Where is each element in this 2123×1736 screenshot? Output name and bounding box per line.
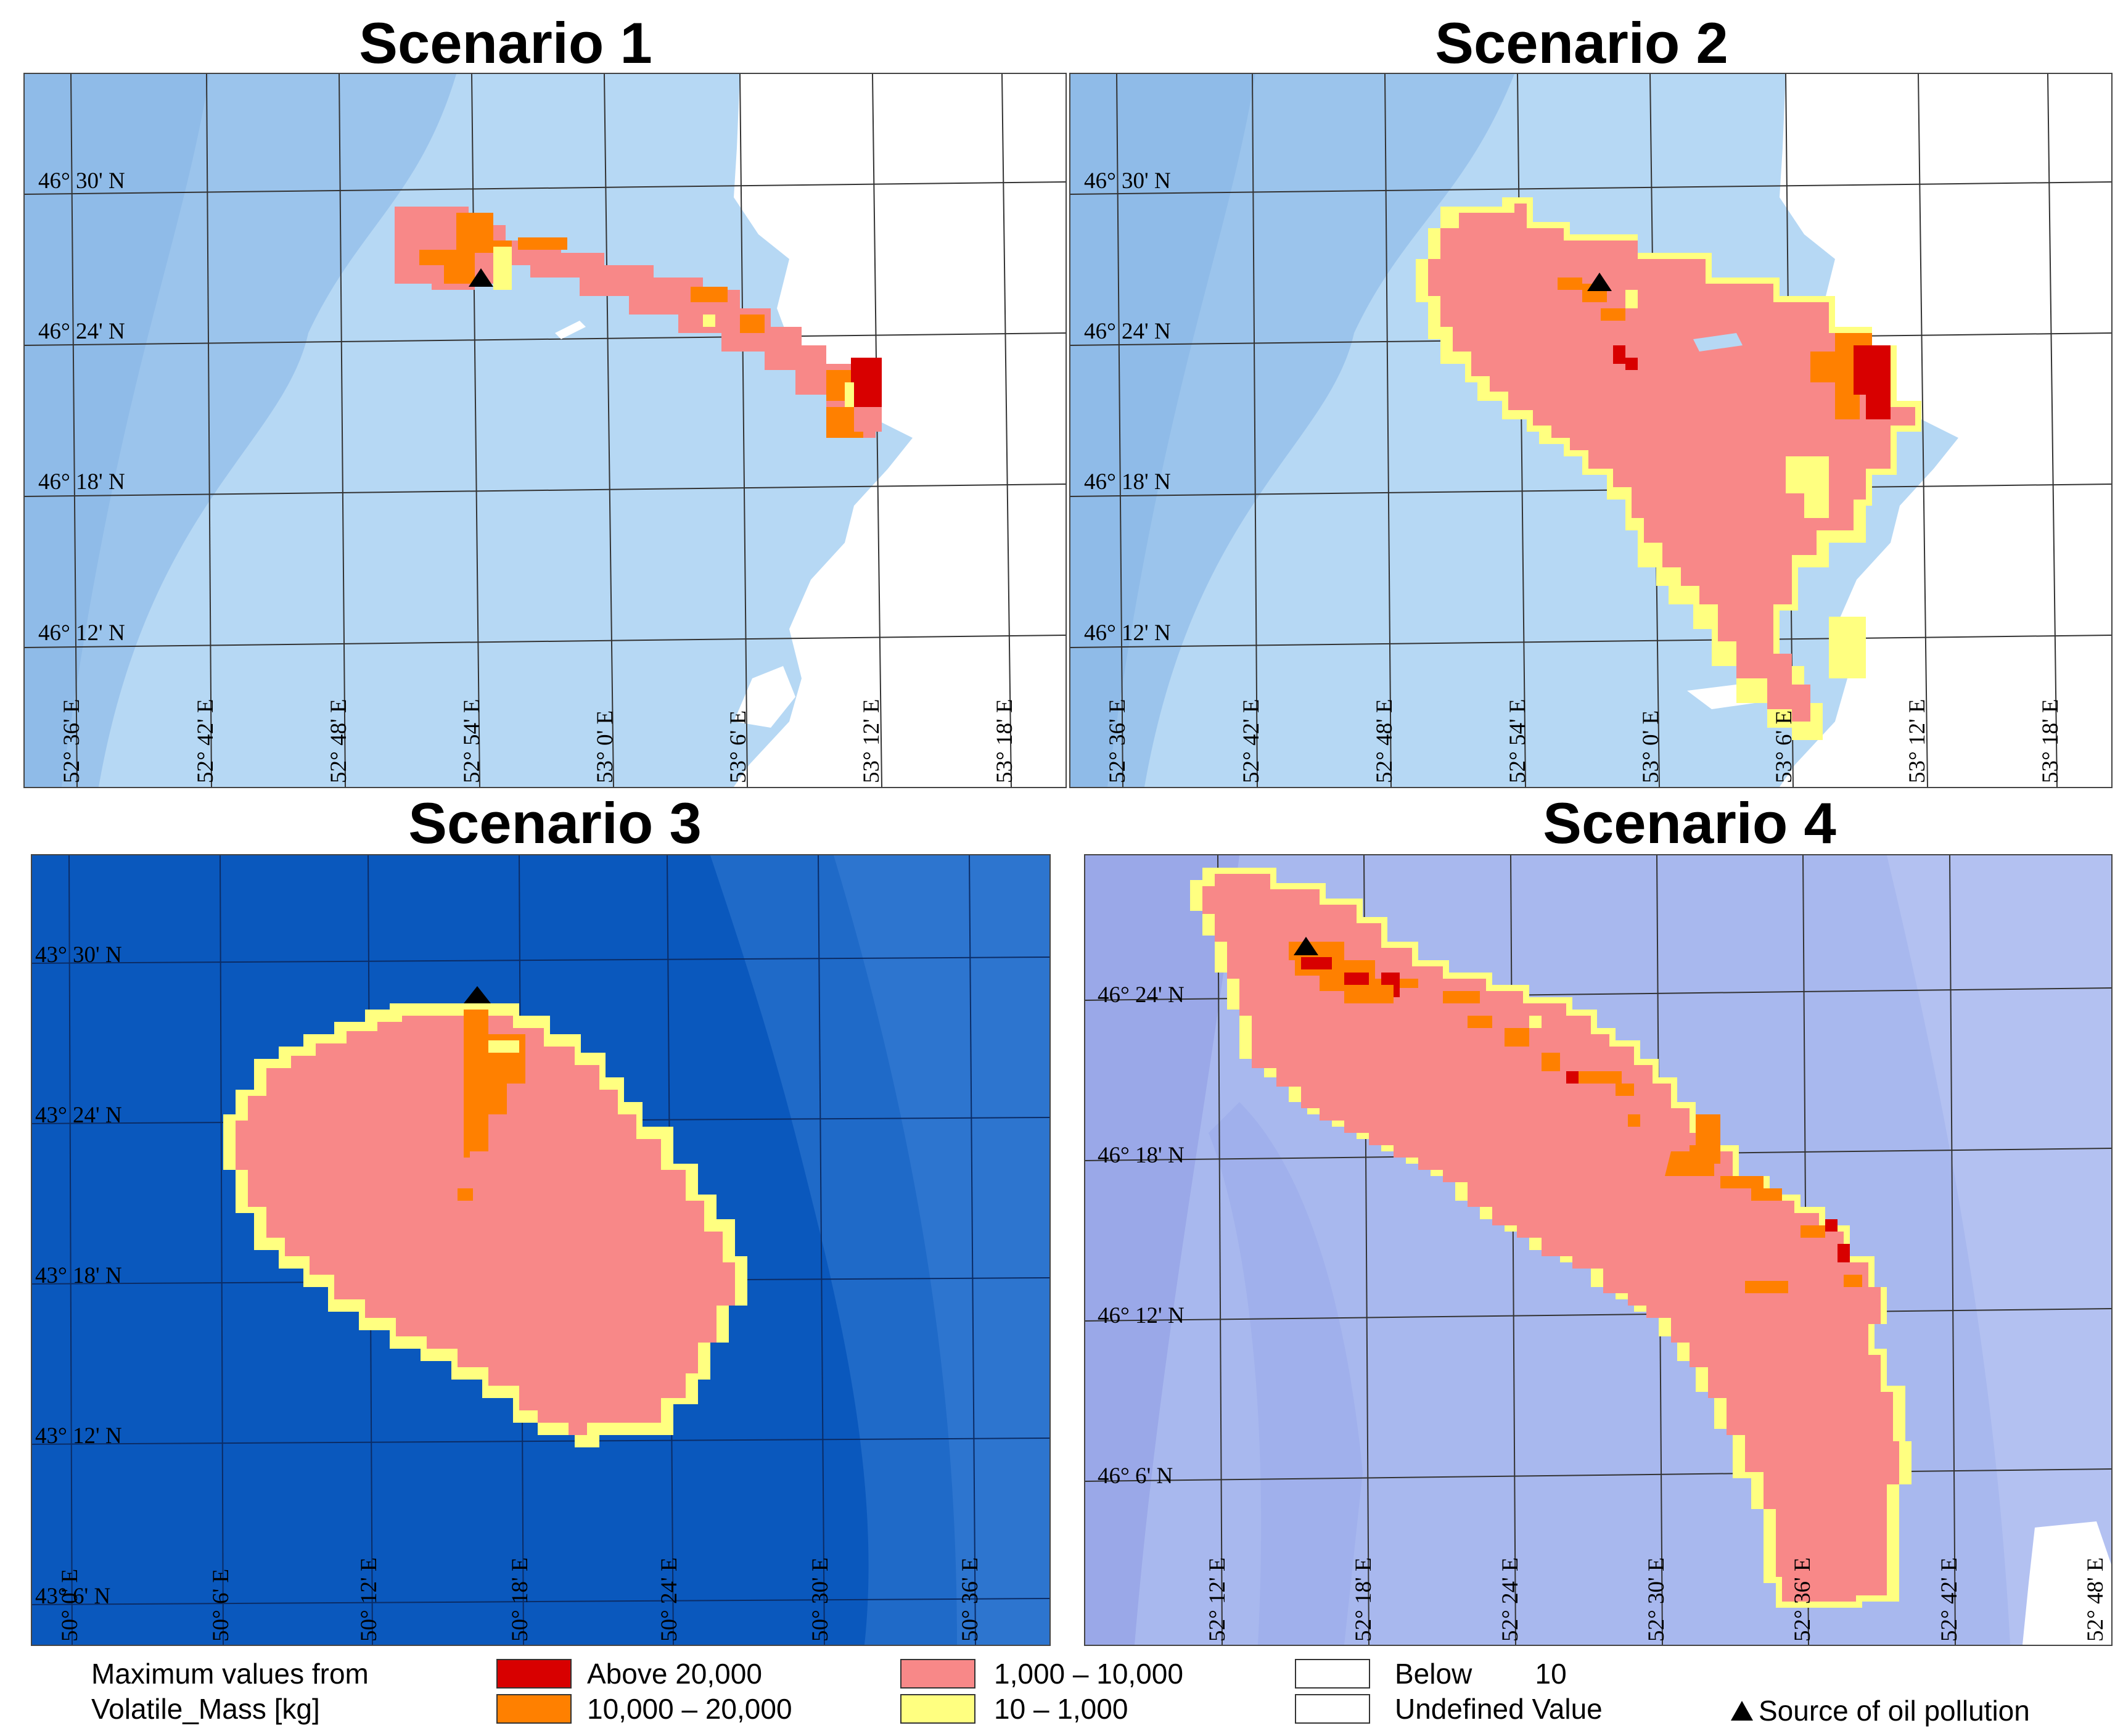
lon-label: 50° 24' E (657, 1557, 682, 1642)
lat-label: 46° 18' N (1098, 1143, 1185, 1168)
pollution-source-marker-3 (464, 986, 491, 1003)
lon-label: 53° 18' E (2038, 699, 2063, 783)
lat-label: 46° 12' N (1084, 620, 1171, 646)
legend-subheading: Volatile_Mass [kg] (91, 1693, 320, 1725)
scenario-1-map-canvas (25, 74, 1066, 787)
lon-label: 52° 48' E (2083, 1557, 2108, 1642)
legend-label: 10 – 1,000 (994, 1693, 1128, 1725)
lat-label: 46° 30' N (38, 168, 125, 194)
lon-label: 50° 0' E (57, 1568, 83, 1642)
lon-label: 52° 42' E (1239, 699, 1264, 783)
legend-swatch-10000-20000 (496, 1694, 572, 1724)
lon-label: 50° 12' E (356, 1557, 382, 1642)
lat-label: 43° 30' N (35, 942, 122, 968)
scenario-4-map: 46° 24' N 46° 18' N 46° 12' N 46° 6' N 5… (1084, 854, 2113, 1646)
lat-label: 46° 24' N (38, 319, 125, 344)
lon-label: 52° 36' E (1790, 1557, 1815, 1642)
oil-spill-footprint (1190, 868, 1912, 1608)
scenario-4-title: Scenario 4 (1543, 791, 1836, 855)
scenario-3-map: 43° 30' N 43° 24' N 43° 18' N 43° 12' N … (31, 854, 1051, 1646)
scenario-3-map-canvas (32, 855, 1049, 1645)
graticule (32, 855, 1049, 1645)
legend-label: 1,000 – 10,000 (994, 1658, 1183, 1690)
lat-label: 43° 24' N (35, 1103, 122, 1128)
lon-label: 52° 42' E (193, 699, 218, 783)
lon-label: 50° 30' E (808, 1557, 833, 1642)
scenario-2-map: 46° 30' N 46° 24' N 46° 18' N 46° 12' N … (1069, 73, 2113, 788)
scenario-4-map-canvas (1085, 855, 2111, 1645)
lon-label: 52° 48' E (1372, 699, 1397, 783)
lon-label: 50° 18' E (507, 1557, 533, 1642)
lat-label: 43° 6' N (35, 1584, 111, 1609)
legend-swatch-1000-10000 (900, 1659, 975, 1689)
legend-swatch-undefined (1295, 1694, 1370, 1724)
scenario-3-title: Scenario 3 (408, 791, 702, 855)
legend-swatch-below-10 (1295, 1659, 1370, 1689)
lon-label: 53° 0' E (593, 710, 618, 783)
lon-label: 52° 36' E (1105, 699, 1130, 783)
lon-label: 52° 30' E (1644, 1557, 1669, 1642)
lat-label: 46° 24' N (1098, 982, 1185, 1008)
lon-label: 50° 36' E (958, 1557, 983, 1642)
lat-label: 46° 6' N (1098, 1463, 1173, 1489)
lon-label: 53° 6' E (1772, 710, 1797, 783)
scenario-1-map: 46° 30' N 46° 24' N 46° 18' N 46° 12' N … (23, 73, 1067, 788)
legend-label: Below 10 (1395, 1658, 1567, 1690)
lon-label: 50° 6' E (208, 1568, 234, 1642)
lat-label: 46° 30' N (1084, 168, 1171, 194)
lon-label: 52° 12' E (1205, 1557, 1230, 1642)
lon-label: 52° 54' E (459, 699, 485, 783)
lon-label: 52° 24' E (1498, 1557, 1523, 1642)
oil-spill-footprint (1416, 197, 1921, 740)
lon-label: 52° 48' E (326, 699, 351, 783)
legend-label: 10,000 – 20,000 (587, 1693, 792, 1725)
lat-label: 43° 12' N (35, 1423, 122, 1449)
scenario-2-title: Scenario 2 (1435, 10, 1728, 75)
lon-label: 52° 36' E (59, 699, 84, 783)
legend-heading: Maximum values from (91, 1658, 369, 1690)
pollution-source-marker-1 (469, 268, 493, 287)
lat-label: 46° 18' N (38, 469, 125, 495)
legend-swatch-10-1000 (900, 1694, 975, 1724)
lon-label: 53° 18' E (992, 699, 1017, 783)
oil-spill-footprint (223, 1003, 747, 1447)
legend-source-label: Source of oil pollution (1759, 1695, 2030, 1727)
legend-label: Above 20,000 (587, 1658, 762, 1690)
lon-label: 53° 6' E (726, 710, 751, 783)
scenario-1-title: Scenario 1 (359, 10, 652, 75)
pollution-source-marker-2 (1587, 273, 1612, 291)
triangle-icon (1731, 1701, 1753, 1721)
lon-label: 53° 0' E (1638, 710, 1664, 783)
lon-label: 53° 12' E (859, 699, 884, 783)
lat-label: 43° 18' N (35, 1263, 122, 1288)
legend-swatch-above-20000 (496, 1659, 572, 1689)
lon-label: 53° 12' E (1905, 699, 1930, 783)
pollution-source-marker-4 (1294, 937, 1318, 955)
lat-label: 46° 12' N (38, 620, 125, 646)
lon-label: 52° 18' E (1351, 1557, 1376, 1642)
lon-label: 52° 42' E (1937, 1557, 1962, 1642)
lat-label: 46° 18' N (1084, 469, 1171, 495)
oil-spill-footprint (395, 207, 882, 438)
scenario-2-map-canvas (1070, 74, 2111, 787)
lat-label: 46° 24' N (1084, 319, 1171, 344)
legend-label: Undefined Value (1395, 1693, 1603, 1725)
lon-label: 52° 54' E (1505, 699, 1530, 783)
lat-label: 46° 12' N (1098, 1303, 1185, 1328)
legend: Maximum values from Volatile_Mass [kg] A… (0, 1653, 2123, 1736)
